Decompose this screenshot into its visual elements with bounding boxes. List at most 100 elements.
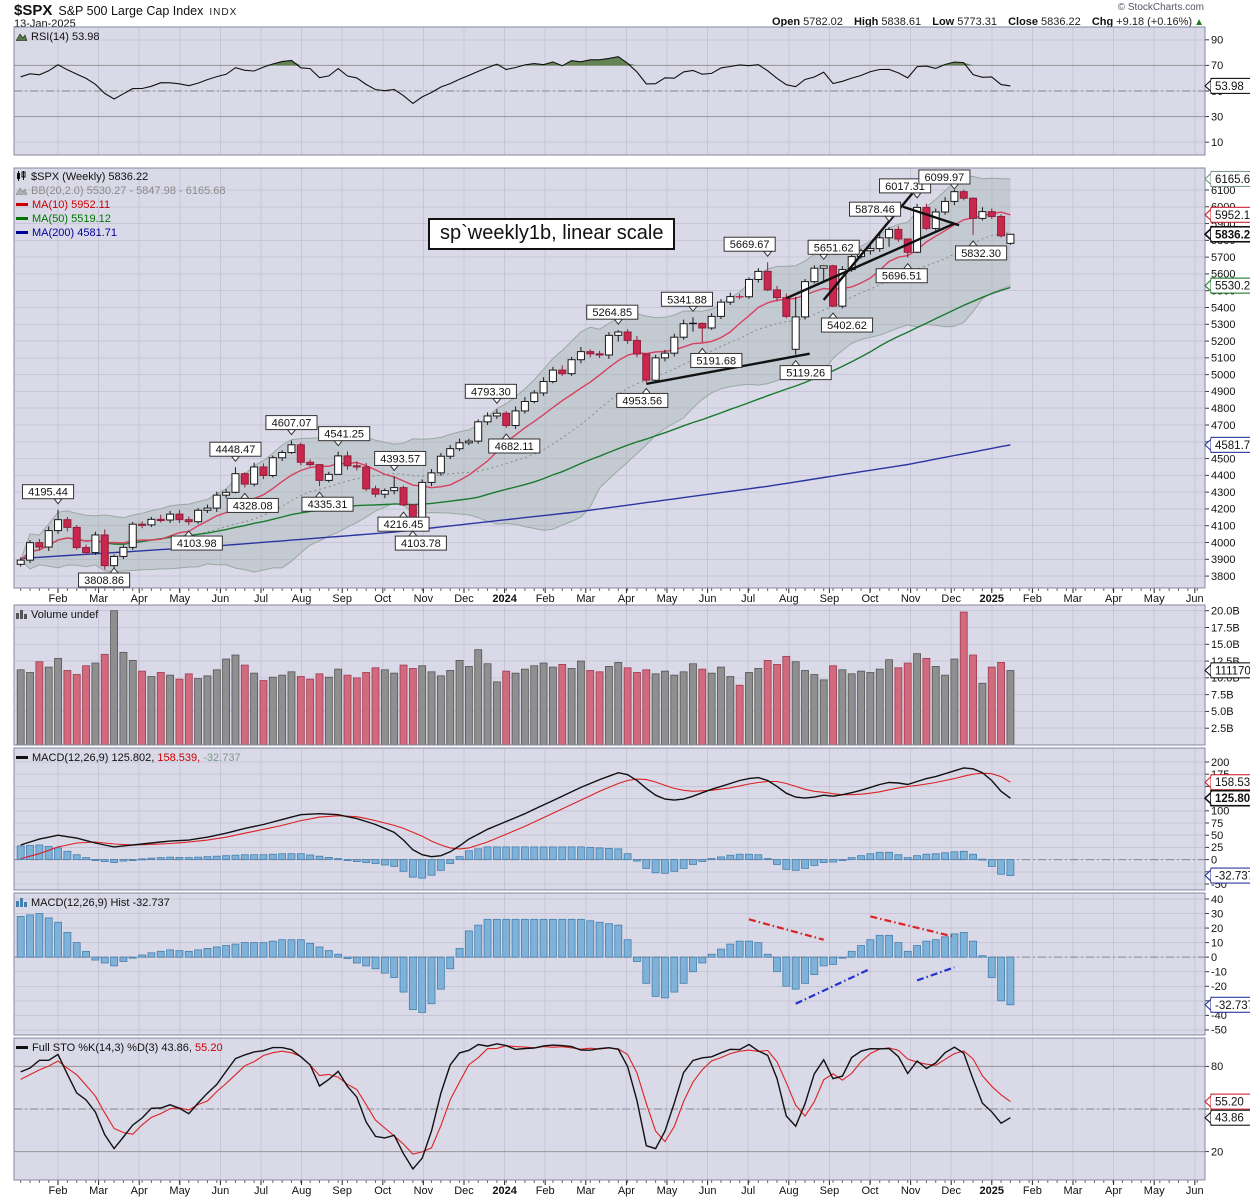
svg-text:5100: 5100 — [1211, 353, 1235, 365]
svg-text:Jun: Jun — [212, 1185, 230, 1197]
svg-text:158.539: 158.539 — [1215, 777, 1250, 789]
svg-text:Jun: Jun — [699, 1185, 717, 1197]
svg-text:4195.44: 4195.44 — [28, 487, 68, 499]
svg-text:Jul: Jul — [741, 1185, 755, 1197]
svg-text:Oct: Oct — [861, 593, 878, 605]
ma50-line-icon — [16, 217, 28, 220]
svg-text:80: 80 — [1211, 1061, 1223, 1073]
hist-legend-label: MACD(12,26,9) Hist -32.737 — [31, 897, 170, 909]
price-callout: 4607.07 — [265, 415, 318, 436]
svg-text:Feb: Feb — [536, 1185, 555, 1197]
svg-text:5530.27: 5530.27 — [1215, 281, 1250, 293]
svg-text:40: 40 — [1211, 894, 1223, 906]
price-callout: 4103.78 — [394, 530, 447, 551]
open-value: 5782.02 — [803, 16, 843, 28]
svg-text:Jun: Jun — [212, 593, 230, 605]
price-callout: 4328.08 — [226, 492, 279, 513]
svg-text:5119.26: 5119.26 — [786, 368, 825, 380]
svg-text:Mar: Mar — [1064, 1185, 1083, 1197]
svg-text:5669.67: 5669.67 — [730, 239, 770, 251]
ma200-line-icon — [16, 231, 28, 234]
svg-text:4400: 4400 — [1211, 470, 1235, 482]
svg-text:Mar: Mar — [576, 593, 595, 605]
svg-text:30: 30 — [1211, 111, 1223, 123]
svg-text:2024: 2024 — [492, 593, 517, 605]
price-callout: 4335.31 — [301, 491, 354, 512]
svg-text:May: May — [1144, 1185, 1165, 1197]
svg-text:2025: 2025 — [980, 1185, 1004, 1197]
price-callout: 5119.26 — [779, 359, 832, 381]
svg-text:Jun: Jun — [1186, 593, 1204, 605]
ma10-legend: MA(10) 5952.11 — [16, 199, 110, 211]
annotation-box: sp`weekly1b, linear scale — [428, 218, 676, 250]
svg-text:4682.11: 4682.11 — [495, 441, 534, 453]
symbol-name: S&P 500 Large Cap Index — [58, 4, 204, 18]
svg-text:4103.98: 4103.98 — [177, 538, 217, 550]
svg-text:Sep: Sep — [332, 1185, 352, 1197]
chart-header: $SPX S&P 500 Large Cap Index INDX — [14, 2, 237, 20]
sto-content — [14, 1043, 1205, 1171]
svg-text:Aug: Aug — [292, 1185, 312, 1197]
svg-text:2025: 2025 — [980, 593, 1004, 605]
svg-text:5.0B: 5.0B — [1211, 706, 1234, 718]
hist-annotation-line — [795, 967, 871, 1005]
volume-bars-icon — [16, 609, 27, 622]
price-callout: 4682.11 — [488, 433, 541, 454]
svg-text:200: 200 — [1211, 757, 1229, 769]
macd-legend-hist: -32.737 — [203, 752, 241, 764]
svg-text:2024: 2024 — [492, 1185, 517, 1197]
ma10-line-icon — [16, 203, 28, 206]
trendline — [785, 222, 955, 300]
svg-text:70: 70 — [1211, 60, 1223, 72]
svg-text:Apr: Apr — [131, 593, 148, 605]
chart-root: 9070503010380039004000410042004300440045… — [13, 26, 1250, 1197]
ma50-legend: MA(50) 5519.12 — [16, 213, 111, 225]
hist-bars-icon — [16, 897, 27, 910]
price-callout: 4393.57 — [374, 450, 427, 472]
price-callout: 4541.25 — [318, 426, 371, 447]
svg-text:5341.88: 5341.88 — [667, 294, 707, 306]
axis-callout: 5952.11 — [1204, 206, 1250, 223]
vol-panel-border — [13, 604, 1206, 746]
rsi-legend-label: RSI(14) 53.98 — [31, 31, 100, 43]
svg-text:Oct: Oct — [861, 1185, 878, 1197]
price-callout: 5878.46 — [848, 201, 902, 222]
volume-legend: Volume undef — [16, 609, 98, 622]
svg-text:Dec: Dec — [454, 593, 474, 605]
axis-callout: 5530.27 — [1204, 277, 1250, 294]
bb-legend-label: BB(20,2.0) 5530.27 - 5847.98 - 6165.68 — [31, 185, 226, 197]
svg-text:Sep: Sep — [332, 593, 352, 605]
svg-text:4900: 4900 — [1211, 386, 1235, 398]
price-callout: 4216.45 — [377, 511, 430, 532]
svg-text:Mar: Mar — [89, 593, 108, 605]
svg-text:4100: 4100 — [1211, 521, 1235, 533]
svg-text:May: May — [169, 1185, 190, 1197]
macd-line-icon — [16, 756, 28, 759]
svg-text:4328.08: 4328.08 — [233, 500, 273, 512]
price-callout: 4448.47 — [209, 441, 262, 463]
macd-panel-border — [13, 747, 1206, 891]
chg-label: Chg — [1091, 16, 1114, 28]
svg-text:4953.56: 4953.56 — [622, 395, 662, 407]
svg-text:10: 10 — [1211, 137, 1223, 149]
svg-text:5191.68: 5191.68 — [696, 355, 736, 367]
svg-text:Apr: Apr — [1105, 593, 1122, 605]
hist-content — [14, 913, 1205, 1013]
svg-text:4800: 4800 — [1211, 403, 1235, 415]
axis-callout: -32.737 — [1204, 867, 1250, 884]
high-label: High — [853, 16, 879, 28]
svg-text:100: 100 — [1211, 806, 1229, 818]
svg-text:6017.31: 6017.31 — [885, 181, 925, 193]
svg-text:5651.62: 5651.62 — [814, 242, 854, 254]
ma200-legend-label: MA(200) 4581.71 — [32, 227, 117, 239]
svg-text:3808.86: 3808.86 — [84, 575, 124, 587]
svg-text:5400: 5400 — [1211, 302, 1235, 314]
svg-text:5832.30: 5832.30 — [961, 248, 1001, 260]
svg-text:53.98: 53.98 — [1215, 81, 1244, 93]
svg-text:3800: 3800 — [1211, 571, 1235, 583]
svg-text:Sep: Sep — [820, 1185, 840, 1197]
svg-text:Apr: Apr — [131, 1185, 148, 1197]
hist-annotation-line — [748, 918, 824, 941]
svg-text:20: 20 — [1211, 1146, 1223, 1158]
